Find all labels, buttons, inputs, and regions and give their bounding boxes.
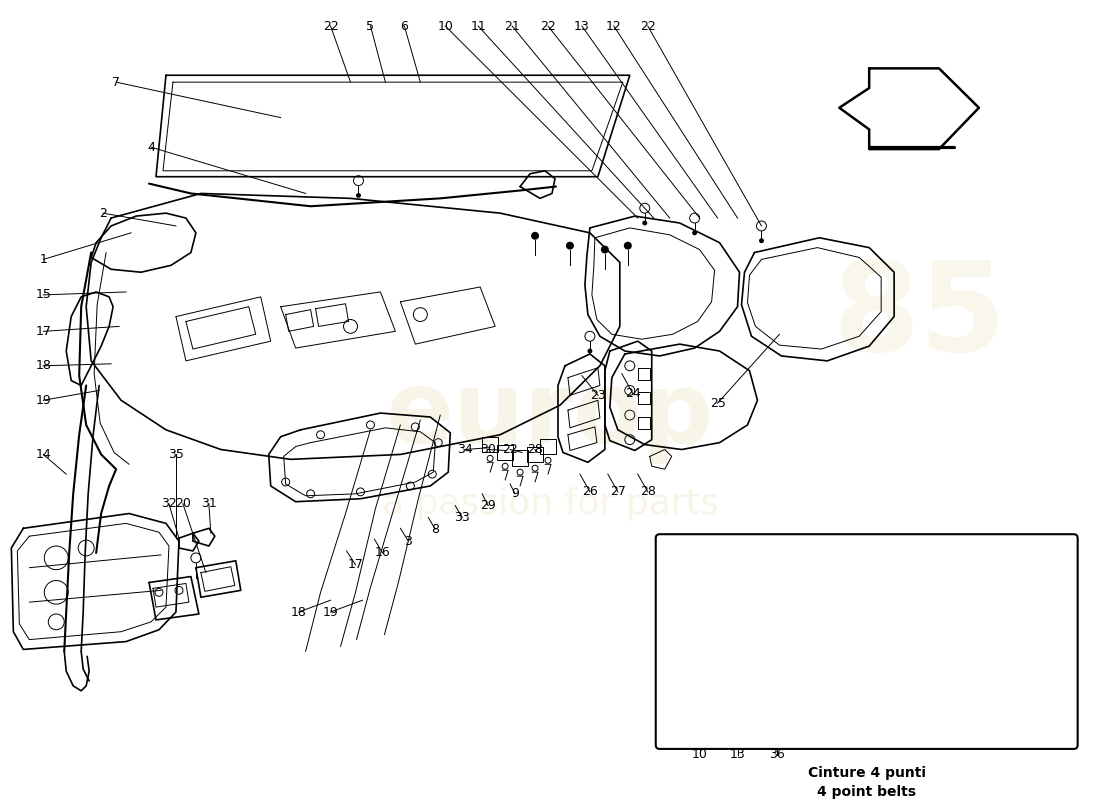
Text: 23: 23 — [590, 389, 606, 402]
Text: 12: 12 — [861, 542, 877, 554]
Circle shape — [356, 193, 361, 198]
Text: 26: 26 — [582, 486, 597, 498]
FancyBboxPatch shape — [656, 534, 1078, 749]
Text: 19: 19 — [322, 606, 339, 618]
Circle shape — [566, 242, 574, 250]
Text: 3: 3 — [405, 534, 412, 548]
Circle shape — [642, 221, 647, 226]
Text: 13: 13 — [574, 19, 590, 33]
Text: Cinture 4 punti: Cinture 4 punti — [807, 766, 926, 779]
Text: 15: 15 — [35, 288, 52, 302]
Text: 12: 12 — [606, 19, 621, 33]
Circle shape — [692, 230, 697, 235]
Text: 24: 24 — [625, 387, 640, 400]
Text: 10: 10 — [438, 19, 453, 33]
Text: 36: 36 — [770, 748, 785, 762]
Text: 4 point belts: 4 point belts — [817, 786, 916, 799]
Text: 17: 17 — [35, 325, 52, 338]
Text: 85: 85 — [832, 256, 1006, 377]
Text: 21: 21 — [504, 19, 520, 33]
Text: 11: 11 — [471, 19, 486, 33]
Text: 38: 38 — [820, 542, 835, 554]
Text: 6: 6 — [400, 19, 408, 33]
Text: 29: 29 — [481, 499, 496, 512]
Text: 18: 18 — [35, 359, 52, 372]
Circle shape — [587, 349, 593, 354]
Text: 16: 16 — [374, 546, 390, 559]
Text: 13: 13 — [729, 748, 746, 762]
Text: 20: 20 — [175, 497, 191, 510]
Circle shape — [531, 232, 539, 240]
Text: 10: 10 — [692, 748, 707, 762]
Text: 22: 22 — [540, 19, 556, 33]
Text: 34: 34 — [458, 443, 473, 456]
Text: 17: 17 — [348, 558, 363, 571]
Text: 8: 8 — [431, 522, 439, 536]
Circle shape — [759, 238, 764, 243]
Text: 19: 19 — [35, 394, 52, 406]
Text: 9: 9 — [512, 487, 519, 500]
Circle shape — [601, 246, 609, 254]
Text: 14: 14 — [35, 448, 52, 461]
Text: europ: europ — [386, 366, 714, 463]
Text: 27: 27 — [609, 486, 626, 498]
Text: 33: 33 — [454, 511, 470, 524]
Text: 32: 32 — [161, 497, 177, 510]
Text: 28: 28 — [640, 486, 656, 498]
Text: 4: 4 — [147, 141, 155, 154]
Text: a passion for parts: a passion for parts — [382, 486, 718, 521]
Text: 22: 22 — [503, 443, 518, 456]
Text: 22: 22 — [640, 19, 656, 33]
Text: 35: 35 — [168, 448, 184, 461]
Text: 28: 28 — [527, 443, 543, 456]
Text: 22: 22 — [322, 19, 339, 33]
Text: 31: 31 — [201, 497, 217, 510]
Text: 18: 18 — [290, 606, 307, 618]
Text: 30: 30 — [481, 443, 496, 456]
Text: 37: 37 — [781, 542, 798, 554]
Circle shape — [624, 242, 631, 250]
Text: 5: 5 — [366, 19, 374, 33]
Text: 25: 25 — [710, 397, 726, 410]
Text: 7: 7 — [112, 76, 120, 89]
Text: 2: 2 — [99, 206, 107, 220]
Text: 1: 1 — [40, 253, 47, 266]
